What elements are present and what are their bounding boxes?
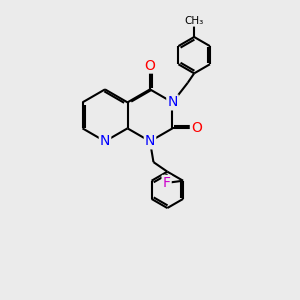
Text: O: O bbox=[145, 58, 155, 73]
Text: N: N bbox=[167, 95, 178, 110]
Text: N: N bbox=[100, 134, 110, 148]
Text: N: N bbox=[145, 134, 155, 148]
Text: F: F bbox=[163, 176, 171, 190]
Text: CH₃: CH₃ bbox=[184, 16, 204, 26]
Text: O: O bbox=[191, 121, 202, 135]
Text: CH₃: CH₃ bbox=[184, 16, 204, 26]
